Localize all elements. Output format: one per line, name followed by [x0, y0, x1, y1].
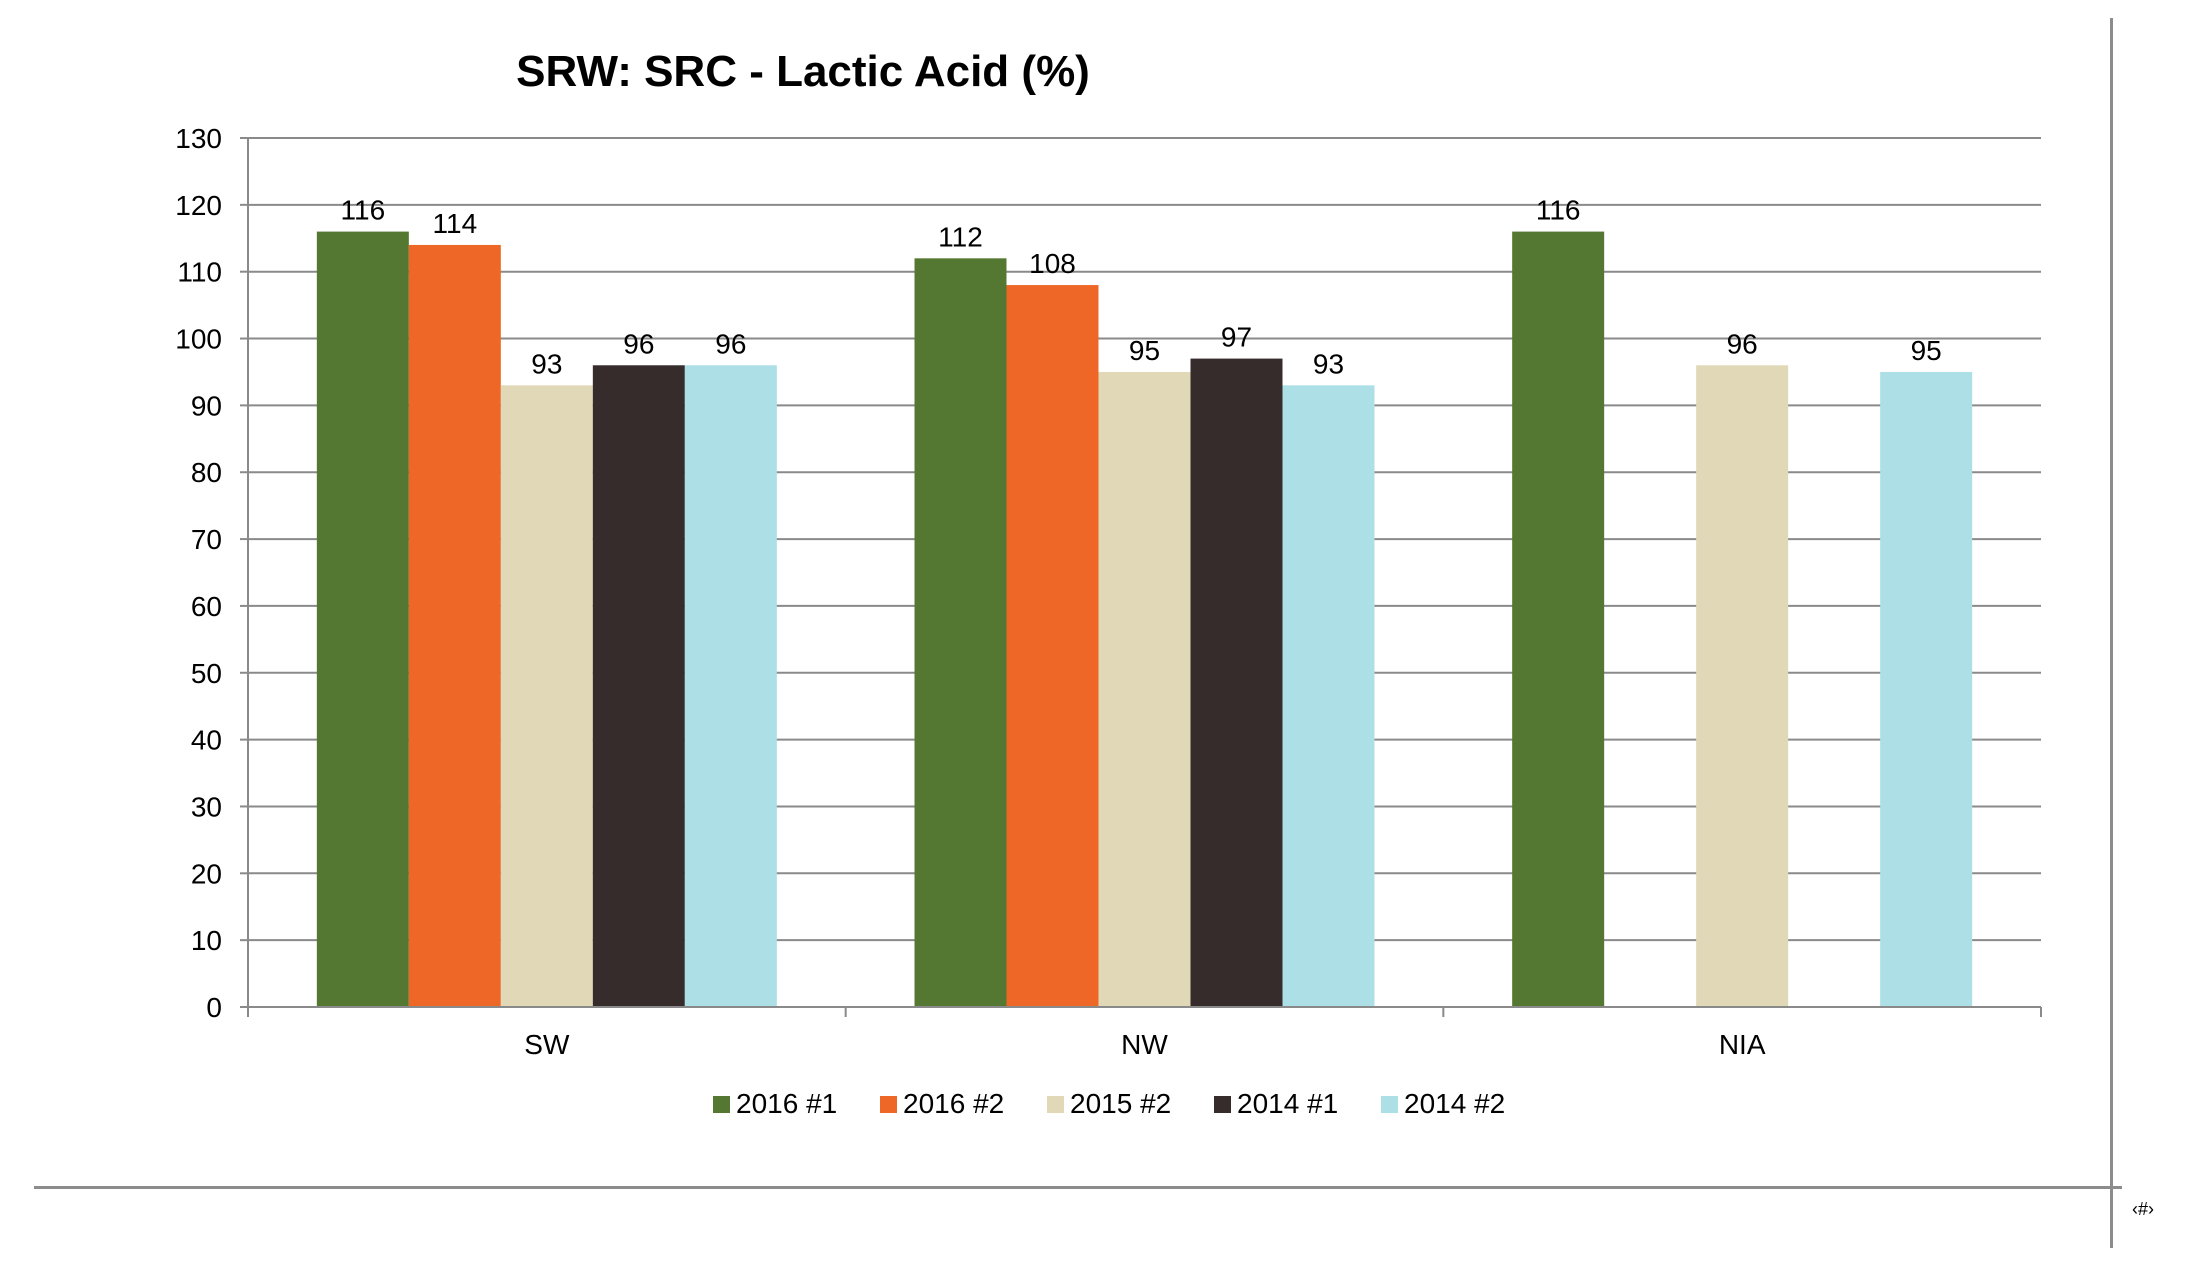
y-tick-label: 70	[191, 524, 222, 555]
page-number: ‹#›	[2132, 1199, 2154, 1219]
legend: 2016 #1 2016 #2 2015 #2 2014 #1 2014 #2	[713, 1088, 1505, 1119]
legend-swatch	[880, 1096, 897, 1113]
y-tick-label: 80	[191, 457, 222, 488]
data-label: 96	[1727, 328, 1758, 359]
y-tick-label: 20	[191, 858, 222, 889]
legend-item-label: 2014 #1	[1237, 1088, 1338, 1119]
legend-swatch	[1381, 1096, 1398, 1113]
data-label: 114	[433, 208, 478, 239]
data-label: 108	[1029, 248, 1076, 279]
bar-sw-5	[684, 365, 777, 1007]
y-axis-tick-labels: 0 10 20 30 40 50 60 70 80 90 100 110 120 130	[175, 123, 222, 1023]
y-tick-label: 50	[191, 658, 222, 689]
data-label: 93	[1313, 348, 1344, 379]
category-label: NIA	[1719, 1029, 1766, 1060]
data-labels: 116 114 93 96 96 112 108 95 97 93 116 96 95	[341, 195, 1942, 380]
bar-nw-3	[1098, 371, 1191, 1007]
y-tick-label: 90	[191, 390, 222, 421]
bar-sw-4	[592, 365, 685, 1007]
data-label: 93	[531, 348, 562, 379]
y-tick-label: 130	[175, 123, 222, 154]
data-label: 116	[1536, 195, 1581, 226]
data-label: 95	[1129, 335, 1160, 366]
category-label: SW	[524, 1029, 570, 1060]
bar-nw-2	[1006, 285, 1099, 1007]
y-tick-label: 110	[177, 257, 222, 288]
y-tick-label: 0	[206, 992, 222, 1023]
legend-item-label: 2015 #2	[1070, 1088, 1171, 1119]
legend-swatch	[1214, 1096, 1231, 1113]
legend-item-label: 2014 #2	[1404, 1088, 1505, 1119]
slide-right-rule	[2110, 18, 2113, 1248]
legend-swatch	[1047, 1096, 1064, 1113]
category-labels: SW NW NIA	[524, 1029, 1766, 1060]
bar-nw-1	[914, 258, 1007, 1007]
bar-nw-4	[1190, 358, 1283, 1008]
bar-sw-3	[500, 385, 593, 1007]
legend-swatch	[713, 1096, 730, 1113]
data-label: 96	[715, 328, 746, 359]
data-label: 96	[623, 328, 654, 359]
data-label: 112	[938, 221, 983, 252]
legend-item-label: 2016 #1	[736, 1088, 837, 1119]
legend-item-label: 2016 #2	[903, 1088, 1004, 1119]
bar-nia-5	[1880, 371, 1973, 1007]
y-tick-label: 10	[191, 925, 222, 956]
y-tick-label: 120	[175, 190, 222, 221]
slide-bottom-rule	[34, 1186, 2122, 1189]
y-tick-label: 30	[191, 791, 222, 822]
bars	[316, 231, 1973, 1008]
data-label: 116	[341, 195, 386, 226]
chart-title: SRW: SRC - Lactic Acid (%)	[516, 47, 1090, 96]
y-tick-label: 100	[175, 324, 222, 355]
y-tick-label: 40	[191, 725, 222, 756]
category-label: NW	[1121, 1029, 1168, 1060]
bar-nia-1	[1512, 231, 1605, 1008]
bar-sw-1	[316, 231, 409, 1008]
y-tick-label: 60	[191, 591, 222, 622]
bar-nia-3	[1696, 365, 1789, 1007]
bar-sw-2	[408, 244, 501, 1007]
x-axis	[247, 138, 2042, 1017]
bar-nw-5	[1282, 385, 1375, 1007]
data-label: 97	[1221, 322, 1252, 353]
data-label: 95	[1911, 335, 1942, 366]
